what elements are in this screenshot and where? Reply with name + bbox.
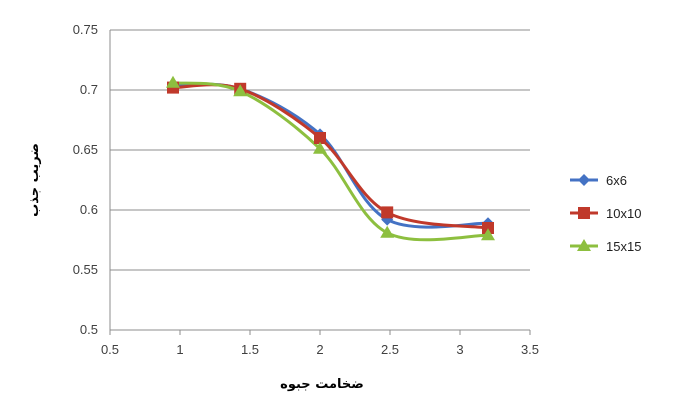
series-line-10x10 xyxy=(172,83,489,230)
legend-label: 10x10 xyxy=(606,206,641,221)
x-tick-label: 2.5 xyxy=(381,342,399,357)
data-point-15x15 xyxy=(166,75,180,88)
x-tick-label: 3.5 xyxy=(521,342,539,357)
legend-marker xyxy=(578,207,590,219)
y-tick-label: 0.6 xyxy=(80,202,98,217)
data-point-10x10 xyxy=(381,206,394,219)
data-point-10x10 xyxy=(482,222,494,234)
y-tick-label: 0.65 xyxy=(73,142,98,157)
legend-label: 15x15 xyxy=(606,239,641,254)
data-point-15x15 xyxy=(233,84,248,97)
legend-label: 6x6 xyxy=(606,173,627,188)
x-tick-label: 1 xyxy=(176,342,183,357)
x-tick-label: 3 xyxy=(456,342,463,357)
x-tick-label: 2 xyxy=(316,342,323,357)
x-tick-label: 0.5 xyxy=(101,342,119,357)
y-axis-title: ضریب جذب xyxy=(27,143,42,217)
data-point-15x15 xyxy=(313,141,327,154)
x-axis-title: ضخامت جبوه xyxy=(280,377,364,392)
y-tick-label: 0.7 xyxy=(80,82,98,97)
data-point-15x15 xyxy=(380,225,395,238)
axes: 0.5 0.55 0.6 0.65 0.7 0.75 0.5 1 1.5 2 2.5 3 3.5 xyxy=(73,22,539,357)
legend: 6x6 10x10 15x15 xyxy=(570,173,641,254)
series-line-15x15 xyxy=(172,81,489,242)
series-line-6x6 xyxy=(172,82,489,229)
series-lines xyxy=(172,81,489,242)
data-point-15x15 xyxy=(481,228,495,241)
y-tick-label: 0.55 xyxy=(73,262,98,277)
series-markers xyxy=(166,75,495,241)
legend-marker xyxy=(577,239,591,251)
legend-marker xyxy=(578,174,590,186)
data-point-10x10 xyxy=(314,132,326,144)
y-tick-label: 0.75 xyxy=(73,22,98,37)
x-tick-label: 1.5 xyxy=(241,342,259,357)
y-tick-label: 0.5 xyxy=(80,322,98,337)
